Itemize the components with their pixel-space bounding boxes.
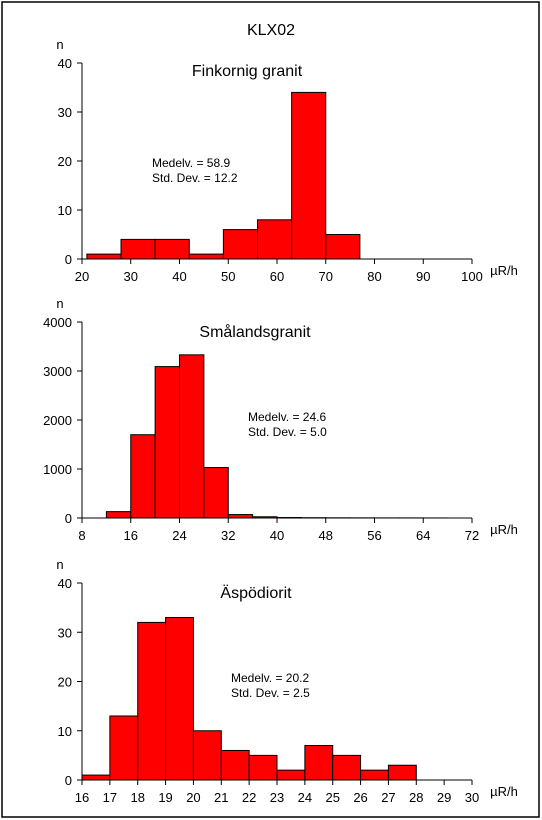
x-tick-label: 60: [270, 269, 284, 284]
x-tick-label: 27: [381, 790, 395, 805]
histogram-bar: [82, 775, 110, 780]
x-tick-label: 25: [325, 790, 339, 805]
y-tick-label: 30: [58, 625, 72, 640]
y-tick-label: 40: [58, 576, 72, 591]
histogram-bar: [155, 367, 179, 518]
histogram-bar: [106, 512, 130, 518]
y-tick-label: 20: [58, 675, 72, 690]
x-tick-label: 29: [437, 790, 451, 805]
x-tick-label: 23: [270, 790, 284, 805]
mean-label: Medelv. = 24.6: [248, 410, 326, 424]
y-tick-label: 1000: [43, 462, 72, 477]
histogram-bar: [361, 770, 389, 780]
y-axis-label: n: [56, 37, 63, 52]
histogram-bar: [388, 765, 416, 780]
x-axis-unit-label: µR/h: [490, 522, 518, 537]
y-tick-label: 40: [58, 56, 72, 71]
x-tick-label: 100: [461, 269, 483, 284]
x-tick-label: 8: [78, 528, 85, 543]
x-tick-label: 80: [367, 269, 381, 284]
histogram-bar: [223, 230, 257, 259]
std-dev-label: Std. Dev. = 5.0: [248, 425, 327, 439]
y-tick-label: 4000: [43, 315, 72, 330]
x-tick-label: 70: [319, 269, 333, 284]
x-tick-label: 18: [130, 790, 144, 805]
y-tick-label: 20: [58, 154, 72, 169]
histogram-bar: [333, 755, 361, 780]
y-axis-label: n: [56, 557, 63, 572]
histogram-bar: [249, 755, 277, 780]
histogram-bar: [204, 468, 228, 518]
x-tick-label: 40: [270, 528, 284, 543]
histogram-bar: [292, 92, 326, 259]
panel-title: Finkornig granit: [192, 63, 303, 80]
x-axis-unit-label: µR/h: [490, 784, 518, 799]
histogram-bar: [277, 770, 305, 780]
x-axis-unit-label: µR/h: [490, 263, 518, 278]
x-tick-label: 28: [409, 790, 423, 805]
x-tick-label: 24: [172, 528, 186, 543]
histogram-bar: [326, 235, 360, 260]
histogram-bar: [180, 355, 204, 518]
histogram-bar: [258, 220, 292, 259]
x-tick-label: 32: [221, 528, 235, 543]
histogram-bar: [189, 254, 223, 259]
mean-label: Medelv. = 58.9: [152, 156, 230, 170]
x-tick-label: 26: [353, 790, 367, 805]
x-tick-label: 22: [242, 790, 256, 805]
figure-title: KLX02: [247, 22, 295, 39]
x-tick-label: 90: [416, 269, 430, 284]
x-tick-label: 16: [75, 790, 89, 805]
histogram-bar: [166, 617, 194, 780]
histogram-bar: [193, 731, 221, 780]
y-tick-label: 0: [65, 511, 72, 526]
histogram-bar: [155, 239, 189, 259]
x-tick-label: 48: [319, 528, 333, 543]
x-tick-label: 56: [367, 528, 381, 543]
x-tick-label: 17: [103, 790, 117, 805]
histogram-bar: [87, 254, 121, 259]
histogram-bar: [110, 716, 138, 780]
histogram-bar: [221, 750, 249, 780]
x-tick-label: 16: [124, 528, 138, 543]
histogram-bar: [131, 435, 155, 518]
x-tick-label: 19: [158, 790, 172, 805]
std-dev-label: Std. Dev. = 12.2: [152, 171, 238, 185]
x-tick-label: 50: [221, 269, 235, 284]
x-tick-label: 64: [416, 528, 430, 543]
y-tick-label: 0: [65, 773, 72, 788]
histogram-bar: [228, 515, 252, 518]
y-tick-label: 10: [58, 724, 72, 739]
std-dev-label: Std. Dev. = 2.5: [231, 686, 310, 700]
x-tick-label: 20: [75, 269, 89, 284]
x-tick-label: 24: [298, 790, 312, 805]
histogram-bar: [121, 239, 155, 259]
y-tick-label: 2000: [43, 413, 72, 428]
x-tick-label: 30: [465, 790, 479, 805]
panel-title: Smålandsgranit: [199, 323, 311, 341]
x-tick-label: 30: [124, 269, 138, 284]
y-tick-label: 30: [58, 105, 72, 120]
x-tick-label: 21: [214, 790, 228, 805]
x-tick-label: 40: [172, 269, 186, 284]
panel-title: Äspödiorit: [220, 584, 292, 602]
y-tick-label: 10: [58, 203, 72, 218]
y-axis-label: n: [56, 296, 63, 311]
histogram-bar: [305, 746, 333, 780]
histogram-bar: [138, 622, 166, 780]
x-tick-label: 72: [465, 528, 479, 543]
x-tick-label: 20: [186, 790, 200, 805]
y-tick-label: 0: [65, 252, 72, 267]
mean-label: Medelv. = 20.2: [231, 671, 309, 685]
y-tick-label: 3000: [43, 364, 72, 379]
